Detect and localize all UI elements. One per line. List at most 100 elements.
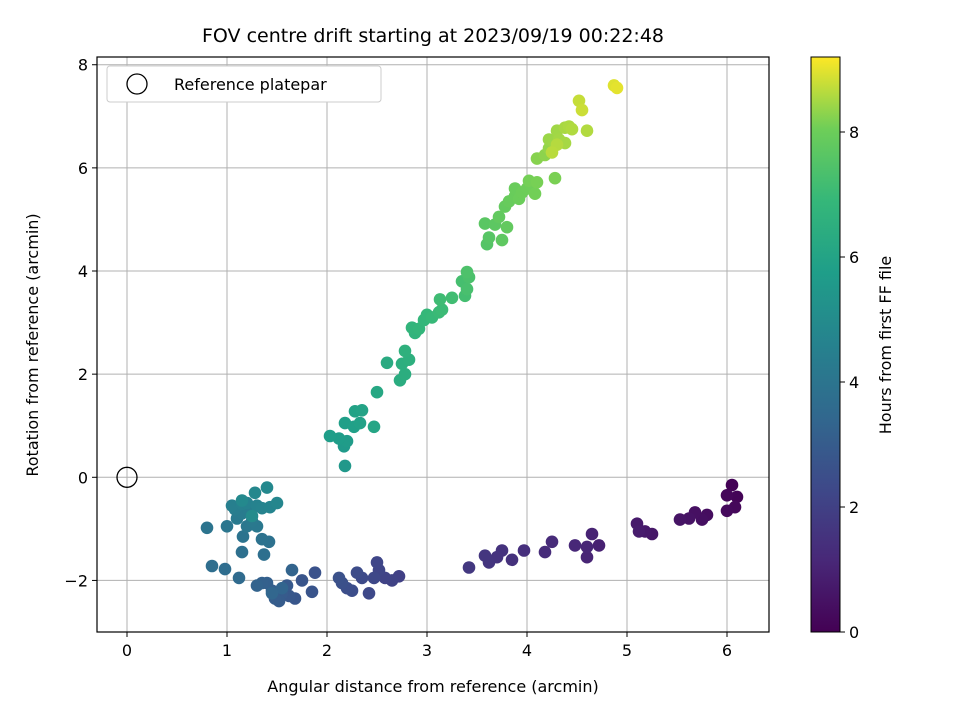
data-point (720, 504, 734, 518)
data-point (548, 171, 562, 185)
data-point (478, 217, 492, 230)
data-point (248, 486, 262, 500)
legend-marker-icon (126, 73, 148, 95)
data-point (338, 459, 352, 473)
y-tick-label: −2 (64, 571, 88, 590)
data-point (592, 539, 606, 552)
data-point (500, 220, 514, 234)
x-axis-label: Angular distance from reference (arcmin) (267, 677, 598, 696)
data-point (370, 556, 384, 569)
data-point (495, 233, 509, 247)
legend-box (106, 65, 382, 103)
colorbar-label: Hours from first FF file (876, 256, 895, 435)
data-point (530, 176, 544, 189)
data-point (305, 585, 319, 599)
data-point (575, 103, 589, 117)
data-point (462, 561, 476, 574)
reference-point-marker (116, 466, 138, 488)
plot-frame (96, 56, 770, 633)
colorbar-tick-label: 2 (849, 498, 859, 517)
chart-title: FOV centre drift starting at 2023/09/19 … (202, 25, 664, 47)
data-point (568, 539, 582, 552)
data-point (236, 530, 250, 543)
x-tick-label: 5 (622, 641, 632, 660)
data-point (362, 587, 376, 600)
y-tick-label: 2 (78, 365, 88, 384)
y-axis-label: Rotation from reference (arcmin) (23, 213, 42, 476)
x-tick-label: 1 (222, 641, 232, 660)
data-point (257, 548, 271, 561)
y-tick-label: 8 (78, 56, 88, 75)
data-point (398, 344, 412, 358)
data-point (720, 489, 734, 502)
data-point (580, 540, 594, 554)
data-point (255, 532, 269, 546)
data-point (260, 481, 274, 494)
x-tick-label: 4 (522, 641, 532, 660)
data-point (205, 559, 219, 573)
data-point (218, 562, 232, 576)
data-point (235, 494, 249, 507)
data-point (353, 416, 367, 430)
colorbar-tick-label: 4 (849, 373, 859, 392)
legend-entry-label: Reference platepar (174, 75, 327, 94)
data-point (565, 122, 579, 136)
data-point (270, 496, 284, 510)
data-point (235, 545, 249, 559)
data-point (528, 187, 542, 200)
data-point (545, 146, 559, 159)
data-point (505, 553, 519, 567)
data-point (265, 587, 279, 600)
data-point (308, 566, 322, 579)
data-point (632, 525, 646, 538)
x-tick-label: 0 (122, 641, 132, 660)
data-point (730, 490, 744, 504)
y-tick-label: 4 (78, 262, 88, 281)
colorbar-ticks: 0 2 4 6 8 (840, 123, 859, 642)
data-point (538, 545, 552, 559)
data-point (332, 571, 346, 585)
data-point (200, 521, 214, 535)
data-point (398, 367, 412, 381)
data-point (460, 282, 474, 296)
data-point (545, 535, 559, 549)
data-point (580, 124, 594, 137)
data-point (517, 544, 531, 557)
data-point (275, 581, 289, 595)
data-point (445, 291, 459, 305)
x-tick-label: 2 (322, 641, 332, 660)
data-point (492, 210, 506, 224)
data-point (380, 356, 394, 370)
data-point (250, 579, 264, 592)
data-point (220, 520, 234, 533)
y-tick-label: 0 (78, 468, 88, 487)
data-point (460, 265, 474, 279)
data-point (585, 527, 599, 541)
colorbar-tick-label: 6 (849, 248, 859, 267)
colorbar-tick-label: 8 (849, 123, 859, 142)
x-tick-label: 6 (722, 641, 732, 660)
data-point (673, 513, 687, 526)
y-tick-label: 6 (78, 159, 88, 178)
data-point (478, 549, 492, 562)
data-point (367, 420, 381, 434)
data-point (232, 571, 246, 585)
data-points (200, 79, 744, 608)
x-tick-label: 3 (422, 641, 432, 660)
colorbar-tick-label: 0 (849, 623, 859, 642)
data-point (295, 574, 309, 587)
x-axis-ticks: 0 1 2 3 4 5 6 (122, 632, 732, 660)
data-point (435, 303, 449, 317)
data-point (225, 499, 239, 512)
y-axis-ticks: −2 0 2 4 6 8 (64, 56, 97, 590)
data-point (433, 293, 447, 306)
data-point (355, 404, 369, 417)
data-point (610, 81, 624, 95)
colorbar: 0 2 4 6 8 Hours from first FF file (810, 56, 895, 642)
data-point (323, 429, 337, 443)
data-point (370, 385, 384, 399)
data-point (285, 563, 299, 577)
colorbar-gradient (810, 56, 841, 633)
grid-lines (97, 57, 769, 632)
